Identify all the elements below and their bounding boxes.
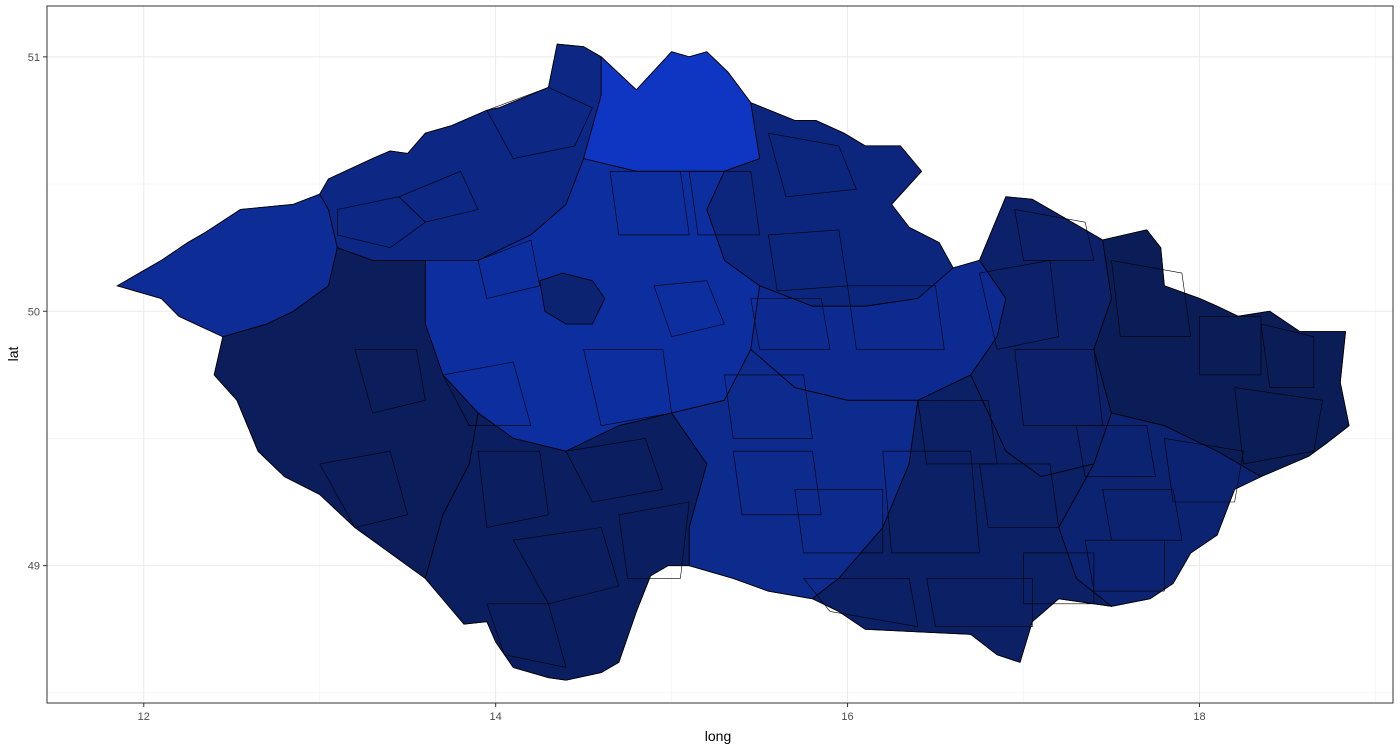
district-boundary: [512, 527, 620, 605]
district-boundary: [979, 260, 1059, 350]
district-boundary: [1164, 438, 1244, 503]
district-boundary: [1234, 387, 1323, 465]
district-boundary: [688, 171, 760, 236]
district-boundary: [653, 280, 725, 338]
district-boundary: [794, 488, 884, 554]
district-boundary: [1199, 315, 1262, 376]
district-boundary: [1111, 260, 1191, 338]
x-tick-label: 16: [841, 711, 853, 723]
district-boundary: [1076, 425, 1156, 477]
district-boundary: [1260, 323, 1315, 388]
x-tick-label: 18: [1193, 711, 1205, 723]
district-boundary: [1014, 209, 1095, 261]
district-boundary: [803, 578, 919, 628]
district-boundary: [882, 450, 980, 554]
y-tick-label: 51: [28, 52, 40, 64]
panel-border: [46, 5, 1394, 704]
district-boundary: [442, 361, 532, 427]
x-tick-label: 14: [490, 711, 502, 723]
district-boundary: [354, 349, 426, 414]
axes-layer: 12 14 16 18 49 50 51: [28, 52, 1206, 723]
y-tick-label: 50: [28, 306, 40, 318]
district-boundary: [979, 463, 1059, 528]
district-boundary: [565, 438, 664, 503]
district-boundary: [847, 285, 945, 350]
district-boundary: [1102, 488, 1183, 541]
district-boundary: [336, 196, 426, 248]
y-axis-title: lat: [5, 347, 21, 362]
district-boundary: [732, 450, 822, 516]
district-boundary: [768, 132, 857, 198]
y-tick-label: 49: [28, 561, 40, 573]
district-boundary: [486, 87, 593, 159]
district-boundary: [724, 374, 813, 439]
district-boundary: [486, 603, 567, 668]
district-boundary: [477, 239, 541, 299]
district-boundary: [609, 171, 690, 236]
district-boundary: [926, 578, 1033, 628]
district-boundary: [618, 501, 690, 579]
district-boundary: [477, 450, 549, 528]
district-boundary: [319, 450, 409, 528]
x-axis-title: long: [705, 728, 731, 744]
region-jihomoravsky: [812, 374, 1112, 663]
district-boundary: [583, 349, 672, 427]
x-tick-label: 12: [138, 711, 150, 723]
region-praha: [539, 272, 606, 325]
map-layer: [116, 43, 1350, 681]
district-boundary: [750, 298, 831, 350]
district-boundary: [1084, 539, 1165, 592]
district-boundary: [398, 171, 479, 223]
region-jihocesky: [424, 412, 708, 681]
district-boundary: [1023, 552, 1095, 605]
